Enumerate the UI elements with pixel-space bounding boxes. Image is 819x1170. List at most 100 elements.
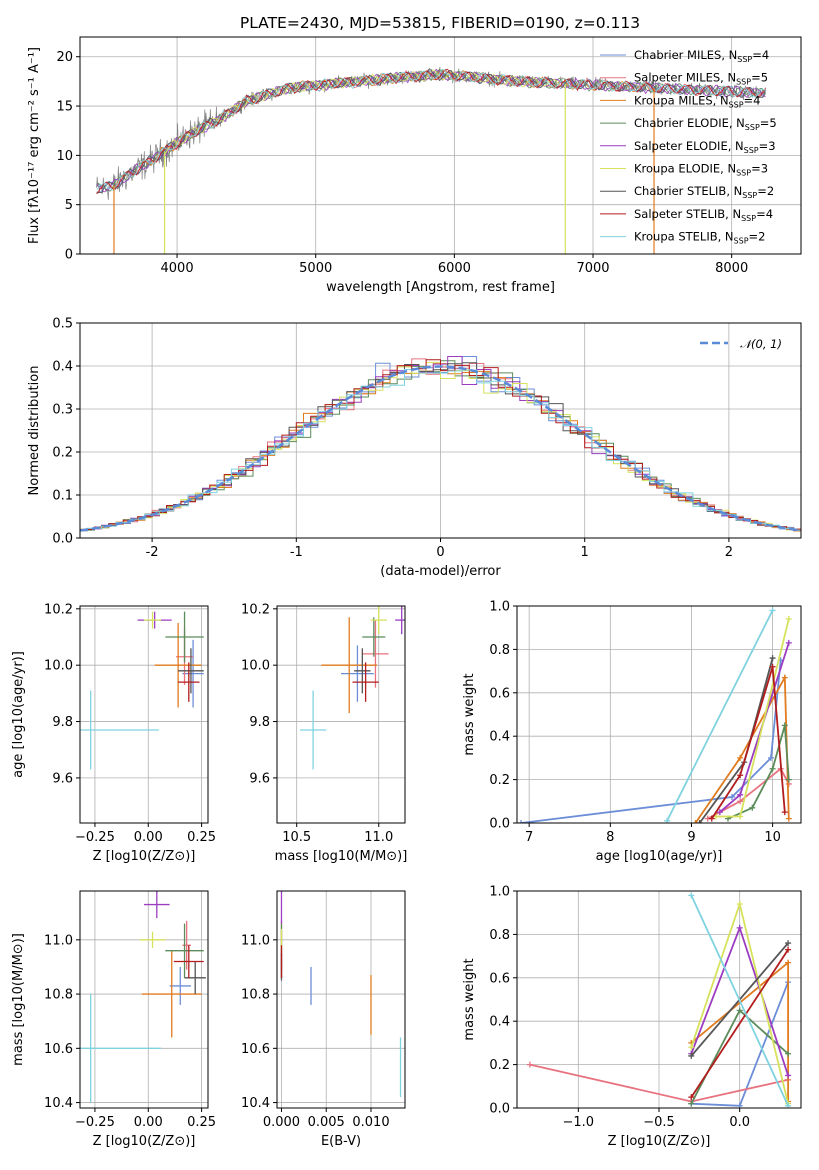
y-axis-label: age [log10(age/yr)]: [11, 651, 26, 778]
legend-label: 𝒩(0, 1): [740, 337, 782, 351]
legend-label: Salpeter MILES, NSSP=5: [634, 71, 768, 87]
x-tick-label: −1.0: [563, 1115, 595, 1130]
weight-point-marker: [736, 901, 743, 908]
x-axis-label: mass [log10(M/M⊙)]: [275, 849, 408, 864]
y-tick-label: 10: [56, 149, 73, 164]
x-tick-label: 0: [436, 545, 444, 560]
weight-point-marker: [518, 820, 525, 823]
axes-frame: [516, 605, 802, 824]
y-tick-label: 10.6: [241, 1042, 270, 1057]
weight-point-marker: [716, 809, 723, 816]
weight-point-marker: [737, 791, 744, 798]
x-axis-label: E(B-V): [321, 1134, 361, 1149]
y-tick-label: 10.0: [241, 659, 270, 674]
y-axis-label: Flux [fλ10⁻¹⁷ erg cm⁻² s⁻¹ A⁻¹]: [27, 47, 42, 244]
x-tick-label: 7: [525, 830, 533, 845]
x-tick-label: -1: [290, 545, 303, 560]
y-tick-label: 10.0: [44, 659, 73, 674]
y-tick-label: 0: [65, 248, 73, 263]
y-tick-label: 11.0: [241, 933, 270, 948]
weight-point-marker: [736, 924, 743, 931]
panel-age_vs_Z: −0.25 0.00 0.25 9.6 9.8 10.0 10.2 Z [log10(Z/Z⊙…: [11, 602, 216, 864]
axes-frame: [276, 605, 406, 824]
weight-series-line: [520, 660, 782, 823]
y-tick-label: 0.8: [489, 643, 510, 658]
x-tick-label: 5000: [299, 261, 332, 276]
weight-point-marker: [769, 607, 776, 614]
weight-point-marker: [737, 798, 744, 805]
weight-point-marker: [737, 754, 744, 761]
x-axis-label: Z [log10(Z/Z⊙)]: [608, 1134, 711, 1149]
weight-point-marker: [749, 804, 756, 811]
weight-point-marker: [769, 765, 776, 772]
plot-area-age_vs_Z: [80, 611, 204, 770]
axes-frame: [276, 890, 406, 1109]
weight-point-marker: [785, 639, 792, 646]
y-tick-label: 0.6: [489, 971, 510, 986]
y-tick-label: 11.0: [44, 933, 73, 948]
y-tick-label: 0.8: [489, 928, 510, 943]
y-tick-label: 0.0: [489, 817, 510, 832]
weight-series-line: [707, 767, 790, 820]
weight-point-marker: [785, 616, 792, 623]
panel-age_vs_mass: 10.5 11.0 9.6 9.8 10.0 10.2 mass [log10(M/M⊙)]: [241, 602, 408, 864]
x-tick-label: 0.010: [352, 1115, 389, 1130]
plot-area-weight_vs_age: [518, 607, 792, 823]
axes-frame: [79, 890, 209, 1109]
y-tick-label: 1.0: [489, 885, 510, 900]
weight-point-marker: [737, 813, 744, 820]
legend-label: Kroupa STELIB, NSSP=2: [634, 230, 765, 246]
panel-spectrum: 4000 5000 6000 7000 8000 0 5 10 15 20 wavelength […: [27, 36, 802, 295]
panel-residuals: -2 -1 0 1 2 0.0 0.1 0.2 0.3 0.4 0.5 (data-model)/er…: [27, 317, 802, 579]
weight-series-line: [690, 894, 789, 1107]
y-tick-label: 10.2: [44, 602, 73, 617]
y-tick-label: 0.4: [489, 1015, 510, 1030]
plot-area-weight_vs_Z: [526, 892, 792, 1108]
y-tick-label: 0.2: [489, 1058, 510, 1073]
y-tick-label: 0.6: [489, 686, 510, 701]
plot-area-residuals: [80, 356, 801, 533]
y-tick-label: 1.0: [489, 600, 510, 615]
axes-frame: [79, 36, 802, 255]
x-tick-label: 8: [606, 830, 614, 845]
figure-title: PLATE=2430, MJD=53815, FIBERID=0190, z=0…: [240, 14, 640, 32]
panel-mass_vs_ebv: 0.000 0.005 0.010 10.4 10.6 10.8 11.0 E(B-V): [241, 890, 406, 1149]
y-tick-label: 10.8: [44, 988, 73, 1003]
weight-point-marker: [526, 1061, 533, 1068]
plot-area-mass_vs_ebv: [280, 891, 402, 1098]
x-tick-label: -2: [146, 545, 159, 560]
weight-point-marker: [781, 809, 788, 816]
y-axis-label: mass weight: [462, 958, 477, 1040]
legend-label: Kroupa ELODIE, NSSP=3: [634, 162, 768, 178]
weight-point-marker: [688, 1100, 695, 1107]
y-tick-label: 0.3: [52, 403, 73, 418]
y-tick-label: 0.0: [489, 1102, 510, 1117]
weight-point-marker: [688, 1044, 695, 1051]
weight-point-marker: [696, 820, 703, 823]
y-tick-label: 10.4: [44, 1096, 73, 1111]
y-tick-label: 9.8: [249, 715, 270, 730]
y-tick-label: 0.1: [52, 489, 73, 504]
y-tick-label: 15: [56, 100, 73, 115]
y-tick-label: 10.4: [241, 1096, 270, 1111]
x-tick-label: 10: [764, 830, 781, 845]
x-tick-label: −0.25: [75, 1115, 115, 1130]
x-tick-label: 0.25: [187, 1115, 216, 1130]
x-tick-label: 0.000: [263, 1115, 300, 1130]
y-tick-label: 0.0: [52, 532, 73, 547]
weight-point-marker: [769, 663, 776, 670]
weight-point-marker: [688, 1052, 695, 1059]
y-tick-label: 20: [56, 50, 73, 65]
weight-point-marker: [785, 940, 792, 947]
legend-label: Chabrier ELODIE, NSSP=5: [634, 116, 777, 132]
x-tick-label: 1: [581, 545, 589, 560]
y-axis-label: mass [log10(M/M⊙)]: [11, 933, 26, 1066]
x-axis-label: age [log10(age/yr)]: [596, 849, 723, 864]
y-tick-label: 0.2: [489, 773, 510, 788]
weight-series-line: [710, 666, 786, 820]
weight-point-marker: [767, 754, 774, 761]
weight-point-marker: [688, 892, 695, 899]
panel-weight_vs_Z: −1.0 −0.5 0.0 0.0 0.2 0.4 0.6 0.8 1.0 Z [log10(Z/…: [462, 885, 802, 1149]
weight-point-marker: [688, 1094, 695, 1101]
